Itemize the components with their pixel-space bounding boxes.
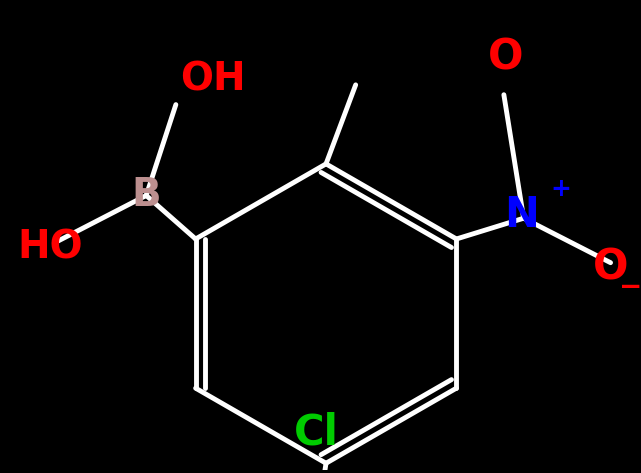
Text: HO: HO (18, 229, 83, 267)
Text: B: B (131, 176, 161, 214)
Text: O: O (488, 36, 524, 78)
Text: Cl: Cl (294, 412, 338, 454)
Text: OH: OH (180, 61, 246, 99)
Text: +: + (551, 176, 572, 201)
Text: O: O (593, 246, 628, 289)
Text: N: N (504, 194, 539, 236)
Text: −: − (619, 273, 641, 301)
